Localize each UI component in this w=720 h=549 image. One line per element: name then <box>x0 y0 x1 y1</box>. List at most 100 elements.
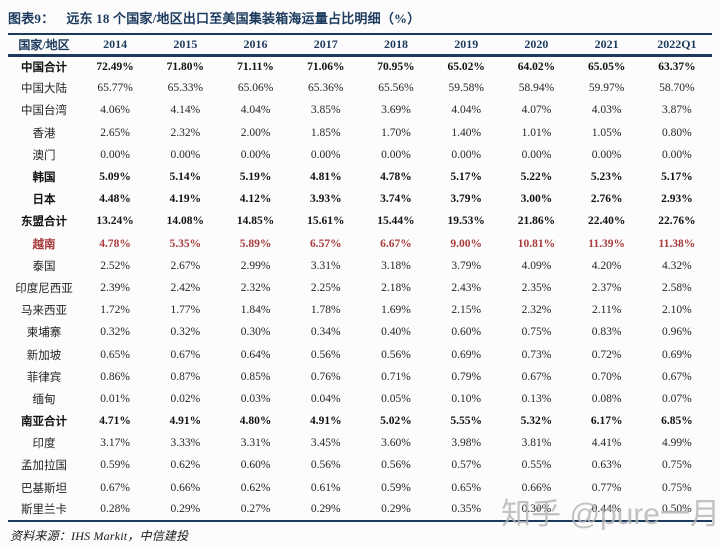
table-cell: 0.32% <box>100 326 130 339</box>
table-cell: 4.91% <box>169 415 202 428</box>
table-cell: 4.99% <box>662 437 692 450</box>
shipping-share-table: 国家/地区 2014 2015 2016 2017 2018 2019 2020 2021 202… <box>8 33 712 522</box>
table-cell: 3.17% <box>100 437 130 450</box>
table-cell: 5.02% <box>380 415 412 428</box>
table-cell: 4.71% <box>99 415 131 428</box>
table-cell: 2.39% <box>100 281 130 294</box>
table-cell: 5.35% <box>169 237 202 250</box>
column-header-region: 国家/地区 <box>8 34 80 57</box>
table-cell: 0.35% <box>451 503 482 516</box>
table-cell: 22.76% <box>658 215 696 228</box>
row-label: 泰国 <box>32 260 56 273</box>
table-cell: 5.17% <box>450 171 483 184</box>
column-header-year: 2020 <box>501 34 572 57</box>
table-cell: 19.53% <box>447 215 485 228</box>
table-cell: 0.71% <box>381 370 411 383</box>
column-header-year: 2021 <box>571 34 642 57</box>
row-label: 缅甸 <box>32 393 56 406</box>
table-cell: 2.25% <box>310 281 341 294</box>
table-cell: 0.29% <box>381 503 411 516</box>
row-label: 菲律宾 <box>26 371 62 384</box>
table-cell: 0.66% <box>170 481 201 494</box>
table-cell: 4.78% <box>380 171 412 184</box>
table-cell: 0.67% <box>100 481 130 494</box>
table-row: 南亚合计 4.71% 4.91% 4.80% 4.91% 5.02% 5.55% 5.32% 6… <box>8 410 712 432</box>
table-cell: 0.00% <box>100 148 130 161</box>
table-row: 菲律宾 0.86% 0.87% 0.85% 0.76% 0.71% 0.79% 0.67% 0.… <box>8 366 712 388</box>
table-cell: 0.75% <box>662 481 692 494</box>
table-cell: 0.03% <box>240 392 271 405</box>
table-row: 越南 4.78% 5.35% 5.89% 6.57% 6.67% 9.00% 10.81% 11… <box>8 233 712 255</box>
table-row: 巴基斯坦 0.67% 0.66% 0.62% 0.61% 0.59% 0.65% 0.66% 0… <box>8 477 712 499</box>
table-cell: 0.00% <box>170 148 201 161</box>
table-cell: 0.00% <box>591 148 622 161</box>
table-cell: 0.59% <box>381 481 411 494</box>
table-cell: 5.17% <box>661 171 693 184</box>
table-cell: 6.85% <box>661 415 693 428</box>
table-row: 斯里兰卡 0.28% 0.29% 0.27% 0.29% 0.29% 0.35% 0.30% 0… <box>8 499 712 521</box>
table-cell: 3.33% <box>170 437 201 450</box>
table-cell: 22.40% <box>587 215 626 228</box>
table-cell: 2.58% <box>662 281 692 294</box>
table-cell: 1.85% <box>310 126 341 139</box>
table-cell: 0.83% <box>591 326 622 339</box>
table-cell: 64.02% <box>517 60 556 73</box>
table-cell: 3.69% <box>381 104 411 117</box>
table-cell: 3.45% <box>310 437 341 450</box>
table-cell: 1.70% <box>381 126 411 139</box>
table-cell: 2.15% <box>451 304 482 317</box>
table-row: 中国大陆 65.77% 65.33% 65.06% 65.36% 65.56% 59.58%… <box>8 77 712 99</box>
row-label: 中国台湾 <box>21 105 67 118</box>
table-cell: 1.77% <box>170 304 201 317</box>
table-cell: 1.84% <box>240 304 271 317</box>
column-header-year: 2016 <box>220 34 291 57</box>
table-cell: 0.04% <box>310 392 341 405</box>
table-cell: 13.24% <box>96 215 134 228</box>
table-cell: 0.67% <box>662 370 692 383</box>
table-cell: 2.43% <box>451 281 482 294</box>
table-cell: 1.05% <box>591 126 622 139</box>
table-cell: 21.86% <box>517 215 556 228</box>
table-cell: 4.41% <box>591 437 622 450</box>
table-cell: 11.39% <box>588 237 626 250</box>
table-cell: 65.56% <box>378 82 414 95</box>
figure-title-text: 远东 18 个国家/地区出口至美国集装箱海运量占比明细（%） <box>66 11 421 26</box>
table-cell: 0.80% <box>662 126 692 139</box>
table-cell: 4.06% <box>100 104 130 117</box>
table-row: 日本 4.48% 4.19% 4.12% 3.93% 3.74% 3.79% 3.00% 2.7… <box>8 188 712 210</box>
table-cell: 1.69% <box>381 304 411 317</box>
table-cell: 3.79% <box>450 193 483 206</box>
row-label: 韩国 <box>32 172 56 185</box>
table-cell: 0.60% <box>240 459 271 472</box>
table-cell: 0.56% <box>381 348 411 361</box>
table-cell: 4.20% <box>591 259 622 272</box>
table-cell: 65.36% <box>308 82 344 95</box>
table-cell: 4.04% <box>451 104 482 117</box>
table-cell: 2.52% <box>100 259 130 272</box>
table-cell: 5.22% <box>520 171 553 184</box>
table-cell: 4.81% <box>309 171 342 184</box>
table-cell: 10.81% <box>517 237 556 250</box>
table-cell: 0.34% <box>310 326 341 339</box>
table-cell: 0.63% <box>591 459 622 472</box>
table-cell: 71.11% <box>237 60 274 73</box>
table-cell: 65.05% <box>587 60 626 73</box>
table-cell: 4.19% <box>169 193 202 206</box>
table-cell: 0.57% <box>451 459 482 472</box>
table-cell: 0.50% <box>662 503 692 516</box>
row-label: 斯里兰卡 <box>21 504 67 517</box>
table-cell: 2.65% <box>100 126 130 139</box>
table-cell: 0.69% <box>451 348 482 361</box>
table-cell: 0.00% <box>240 148 271 161</box>
table-cell: 2.76% <box>590 193 623 206</box>
row-label: 东盟合计 <box>21 216 67 229</box>
row-label: 印度尼西亚 <box>15 282 73 295</box>
table-cell: 4.09% <box>521 259 552 272</box>
table-row: 澳门 0.00% 0.00% 0.00% 0.00% 0.00% 0.00% 0.00% 0.0… <box>8 144 712 166</box>
table-row: 孟加拉国 0.59% 0.62% 0.60% 0.56% 0.56% 0.57% 0.55% 0… <box>8 454 712 476</box>
table-cell: 5.89% <box>239 237 272 250</box>
table-cell: 0.66% <box>521 481 552 494</box>
table-cell: 0.01% <box>100 392 130 405</box>
table-cell: 58.94% <box>518 82 555 95</box>
row-label: 印度 <box>32 438 56 451</box>
